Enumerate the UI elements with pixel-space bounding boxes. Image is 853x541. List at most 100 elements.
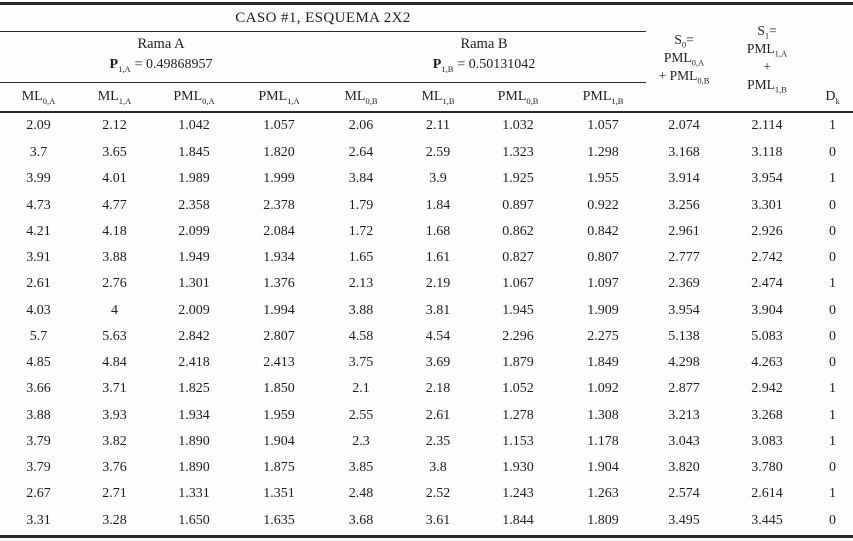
table-row: 3.31 3.28 1.650 1.635 3.68 3.61 1.844 1.…: [0, 508, 853, 537]
cell-ml-1b: 2.11: [426, 118, 450, 134]
cell-ml-1b: 2.19: [425, 276, 451, 292]
cell-pml-0b: 1.323: [502, 145, 534, 161]
cell-s0: 3.495: [668, 513, 700, 529]
cell-s0: 3.168: [668, 145, 700, 161]
cell-ml-0a: 4.73: [26, 197, 51, 213]
cell-dk: 0: [829, 513, 837, 529]
table-row: 3.79 3.76 1.890 1.875 3.85 3.8 1.930 1.9…: [0, 455, 853, 481]
cell-pml-1a: 1.904: [263, 433, 295, 449]
cell-dk: 0: [829, 460, 837, 476]
table-row: 3.91 3.88 1.949 1.934 1.65 1.61 0.827 0.…: [0, 245, 853, 271]
table-row: 3.79 3.82 1.890 1.904 2.3 2.35 1.153 1.1…: [0, 429, 853, 455]
s0-definition-line1: S0=: [674, 32, 694, 50]
cell-pml-1a: 1.994: [263, 302, 295, 318]
cell-s0: 3.213: [668, 407, 700, 423]
cell-s1: 4.263: [751, 355, 783, 371]
column-header-pml-0a: PML0,A: [152, 82, 236, 113]
cell-ml-0a: 3.91: [26, 250, 51, 266]
cell-pml-0b: 0.827: [502, 250, 534, 266]
cell-pml-1b: 1.097: [587, 276, 619, 292]
cell-pml-1b: 1.955: [587, 171, 619, 187]
cell-ml-0a: 3.99: [26, 171, 51, 187]
cell-pml-0b: 1.930: [502, 460, 534, 476]
probability-row: P1,A = 0.49868957 P1,B = 0.50131042: [0, 57, 853, 83]
cell-ml-1a: 2.12: [102, 118, 127, 134]
cell-pml-0a: 1.845: [178, 145, 210, 161]
cell-ml-0a: 2.09: [26, 118, 51, 134]
cell-s0: 3.256: [668, 197, 700, 213]
column-header-s0: S0= PML0,A + PML0,B: [646, 3, 723, 113]
cell-ml-1b: 2.61: [425, 407, 451, 423]
cell-pml-1a: 1.351: [263, 486, 295, 502]
p-value-rama-b: P1,B = 0.50131042: [322, 57, 647, 83]
cell-dk: 0: [829, 328, 837, 344]
cell-s1: 3.780: [751, 460, 783, 476]
cell-pml-0a: 2.842: [178, 328, 210, 344]
cell-ml-0b: 1.79: [348, 197, 374, 213]
cell-pml-0b: 1.278: [502, 407, 534, 423]
cell-dk: 1: [829, 171, 837, 187]
cell-ml-0b: 1.72: [348, 223, 374, 239]
cell-s0: 5.138: [668, 328, 700, 344]
cell-pml-1b: 1.849: [587, 355, 619, 371]
cell-pml-1b: 0.807: [587, 250, 619, 266]
column-header-dk: Dk: [812, 3, 853, 113]
column-header-pml-0b: PML0,B: [476, 82, 560, 113]
cell-pml-1a: 1.934: [263, 250, 295, 266]
cell-ml-1b: 2.35: [425, 433, 451, 449]
cell-pml-1b: 1.909: [587, 302, 619, 318]
cell-pml-0b: 1.032: [502, 118, 534, 134]
cell-ml-0a: 5.7: [29, 328, 48, 344]
cell-pml-1a: 1.999: [263, 171, 295, 187]
cell-s1: 2.942: [751, 381, 783, 397]
cell-ml-1b: 2.18: [425, 381, 451, 397]
cell-s1: 3.954: [751, 171, 783, 187]
cell-pml-1a: 2.807: [263, 328, 295, 344]
cell-ml-0b: 4.58: [348, 328, 374, 344]
cell-s0: 2.369: [668, 276, 700, 292]
cell-ml-0a: 2.67: [26, 486, 51, 502]
cell-ml-1a: 2.71: [102, 486, 127, 502]
cell-ml-0a: 4.85: [26, 355, 51, 371]
cell-pml-0a: 1.890: [178, 433, 210, 449]
cell-s0: 2.574: [668, 486, 700, 502]
cell-pml-1a: 1.057: [263, 118, 295, 134]
cell-dk: 1: [829, 118, 837, 134]
table-row: 2.61 2.76 1.301 1.376 2.13 2.19 1.067 1.…: [0, 271, 853, 297]
cell-s1: 3.445: [751, 513, 783, 529]
cell-pml-0a: 2.099: [178, 223, 210, 239]
cell-pml-1a: 1.850: [263, 381, 295, 397]
cell-pml-1b: 0.842: [587, 223, 619, 239]
cell-ml-0a: 3.7: [29, 145, 48, 161]
column-header-pml-1a: PML1,A: [236, 82, 322, 113]
cell-dk: 0: [829, 302, 837, 318]
cell-s0: 3.954: [668, 302, 700, 318]
table-title: CASO #1, ESQUEMA 2X2: [0, 3, 647, 32]
cell-ml-0a: 2.61: [26, 276, 51, 292]
cell-pml-0b: 1.243: [502, 486, 534, 502]
cell-ml-1a: 4.01: [102, 171, 127, 187]
table-row: 4.21 4.18 2.099 2.084 1.72 1.68 0.862 0.…: [0, 219, 853, 245]
cell-pml-1a: 1.376: [263, 276, 295, 292]
cell-dk: 1: [829, 276, 837, 292]
cell-s1: 3.301: [751, 197, 783, 213]
cell-pml-0a: 1.934: [178, 407, 210, 423]
cell-dk: 0: [829, 223, 837, 239]
cell-pml-0a: 1.650: [178, 513, 210, 529]
cell-s0: 2.877: [668, 381, 700, 397]
group-header-row: Rama A Rama B: [0, 32, 853, 58]
cell-pml-0a: 1.301: [178, 276, 210, 292]
cell-s0: 3.820: [668, 460, 700, 476]
cell-ml-0b: 2.64: [348, 145, 374, 161]
cell-ml-1b: 4.54: [425, 328, 451, 344]
cell-s0: 3.043: [668, 433, 700, 449]
cell-pml-1b: 1.178: [587, 433, 619, 449]
cell-ml-1b: 3.8: [429, 460, 447, 476]
cell-s0: 2.777: [668, 250, 700, 266]
s1-definition-line3: +: [763, 59, 771, 74]
cell-pml-0a: 1.989: [178, 171, 210, 187]
cell-ml-1a: 5.63: [102, 328, 127, 344]
s1-definition-line4: PML1,B: [747, 77, 787, 95]
cell-pml-1b: 1.308: [587, 407, 619, 423]
